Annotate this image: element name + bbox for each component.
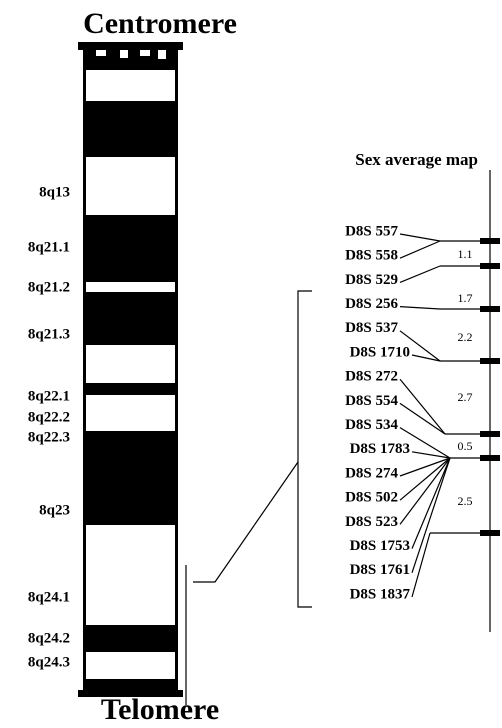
marker-link [400,307,440,309]
marker-label: D8S 1837 [350,586,411,602]
band-label: 8q24.2 [28,630,70,646]
marker-label: D8S 523 [345,514,398,530]
marker-label: D8S 502 [345,490,398,506]
distance-label: 1.7 [458,291,473,305]
band-label: 8q23 [39,502,70,518]
marker-link [400,379,445,434]
chromosome [78,42,183,697]
distance-label: 0.5 [458,439,473,453]
distance-label: 2.2 [458,330,473,344]
band-label: 8q22.2 [28,409,70,425]
band-label: 8q13 [39,184,70,200]
map-tick [480,530,500,536]
marker-label: D8S 534 [345,417,398,433]
marker-link [400,458,450,524]
marker-label: D8S 256 [345,296,398,312]
marker-label: D8S 272 [345,369,398,385]
centromere-label: Centromere [83,7,237,40]
band-label: 8q24.1 [28,589,70,605]
band-label: 8q21.3 [28,326,70,342]
band-label: 8q21.1 [28,239,70,255]
map-title: Sex average map [355,150,478,169]
map-tick [480,238,500,244]
band-label: 8q22.3 [28,429,70,445]
marker-label: D8S 529 [345,272,398,288]
band-label: 8q21.2 [28,279,70,295]
marker-label: D8S 554 [345,393,398,409]
band-label: 8q22.1 [28,388,70,404]
map-tick [480,431,500,437]
bracket [298,291,312,607]
marker-label: D8S 1710 [350,344,410,360]
connector [193,462,298,582]
marker-link [412,458,450,573]
marker-link [400,234,440,241]
map-tick [480,358,500,364]
diagram: Centromere Telomere Sex average map 8q13… [0,0,502,728]
map-tick [480,306,500,312]
distance-label: 2.7 [458,390,473,404]
marker-link [400,241,440,258]
marker-label: D8S 558 [345,248,398,264]
marker-link [400,403,445,434]
marker-label: D8S 1761 [350,562,410,578]
map-tick [480,455,500,461]
marker-label: D8S 1753 [350,538,410,554]
marker-label: D8S 537 [345,320,398,336]
marker-label: D8S 557 [345,223,398,239]
marker-label: D8S 1783 [350,441,410,457]
distance-label: 2.5 [458,494,473,508]
distance-label: 1.1 [458,247,473,261]
map-tick [480,263,500,269]
marker-link [400,266,440,282]
marker-label: D8S 274 [345,465,398,481]
marker-link [412,458,450,549]
telomere-label: Telomere [101,693,219,726]
band-label: 8q24.3 [28,654,70,670]
